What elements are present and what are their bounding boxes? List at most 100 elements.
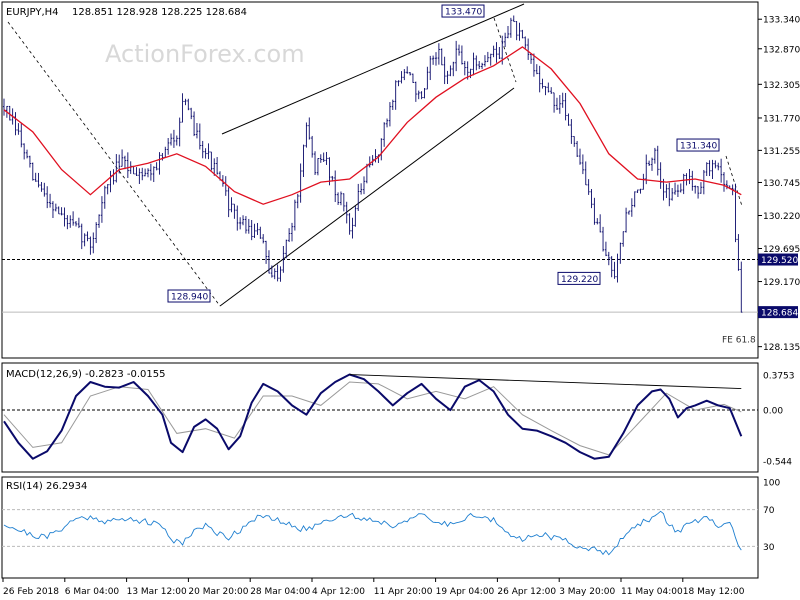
price-bar xyxy=(509,17,512,38)
price-bar xyxy=(423,88,426,99)
price-bar xyxy=(650,157,654,171)
price-bar xyxy=(414,81,417,102)
rsi-title: RSI(14) 26.2934 xyxy=(6,481,87,492)
price-bar xyxy=(619,242,622,264)
price-bar xyxy=(561,92,564,108)
price-bar xyxy=(570,119,573,144)
price-bar xyxy=(498,46,501,59)
price-bar xyxy=(616,253,619,283)
price-panel xyxy=(1,1,759,359)
price-bar xyxy=(282,245,285,273)
price-bar xyxy=(705,162,708,177)
price-bar xyxy=(394,80,397,110)
price-bar xyxy=(544,86,547,96)
candles xyxy=(2,15,743,313)
chart-title: EURJPY,H4 xyxy=(6,7,59,18)
level-annotation-box xyxy=(167,289,211,303)
price-bar xyxy=(97,214,101,228)
price-bar xyxy=(593,197,596,225)
time-tick-label: 18 May 12:00 xyxy=(683,587,745,597)
level-annotation-label: 131.340 xyxy=(680,142,717,152)
price-bar xyxy=(236,205,239,231)
price-bar xyxy=(489,53,492,66)
price-bar xyxy=(115,154,118,183)
price-bar xyxy=(169,133,173,146)
price-bar xyxy=(262,234,265,244)
price-bar xyxy=(699,182,703,194)
price-bar xyxy=(702,169,705,195)
price-bar xyxy=(46,186,49,209)
price-bar xyxy=(400,71,403,84)
price-bar xyxy=(604,241,608,257)
price-bar xyxy=(480,62,484,70)
panel-frames xyxy=(1,1,759,579)
price-bar xyxy=(123,155,127,170)
price-bar xyxy=(95,222,98,244)
price-bar xyxy=(348,213,351,235)
price-bar xyxy=(141,167,144,181)
time-tick-label: 13 Mar 12:00 xyxy=(127,587,187,597)
price-bar xyxy=(195,123,199,139)
price-bar xyxy=(653,147,656,164)
price-bar xyxy=(233,203,236,219)
price-bar xyxy=(636,189,639,193)
price-bar xyxy=(230,197,233,213)
price-bar xyxy=(648,160,651,166)
price-tick-label: 132.305 xyxy=(763,81,800,91)
price-bar xyxy=(51,201,55,218)
price-bar xyxy=(437,43,440,65)
level-annotation-label: 128.940 xyxy=(171,293,208,303)
price-bar xyxy=(311,135,314,158)
price-bar xyxy=(48,193,52,208)
price-bar xyxy=(213,158,216,176)
price-bar xyxy=(293,199,296,231)
price-bar xyxy=(241,215,245,226)
price-bar xyxy=(495,42,498,63)
price-bar xyxy=(172,129,176,148)
price-bar xyxy=(227,187,230,218)
price-bar xyxy=(198,123,201,150)
price-bar xyxy=(92,232,95,254)
price-bar xyxy=(610,256,613,278)
price-bar xyxy=(77,217,80,229)
price-bar xyxy=(492,45,495,58)
price-bar xyxy=(138,168,141,184)
price-badge xyxy=(758,306,798,319)
price-tick-label: 129.695 xyxy=(763,245,800,255)
price-bar xyxy=(204,148,207,159)
price-bar xyxy=(54,203,57,212)
price-bar xyxy=(607,251,610,266)
price-bar xyxy=(671,188,674,201)
price-bar xyxy=(587,179,590,195)
time-tick-label: 19 Apr 04:00 xyxy=(436,587,495,597)
rsi-tick-label: 30 xyxy=(763,543,775,553)
price-bar xyxy=(601,226,605,252)
price-bar xyxy=(642,173,645,190)
price-bar xyxy=(443,56,446,85)
price-bar xyxy=(31,162,34,181)
price-bar xyxy=(720,158,723,183)
price-badge xyxy=(758,253,798,266)
price-bar xyxy=(290,222,294,242)
price-bar xyxy=(322,152,325,162)
price-bar xyxy=(564,92,567,121)
price-bar xyxy=(276,264,279,282)
price-bar xyxy=(665,184,668,198)
rsi-tick-label: 100 xyxy=(763,479,780,489)
price-bar xyxy=(535,64,538,75)
price-bar xyxy=(161,152,164,161)
price-bar xyxy=(250,219,253,241)
price-bar xyxy=(541,78,544,89)
price-bar xyxy=(630,198,633,217)
price-bar xyxy=(406,66,409,74)
price-bar xyxy=(432,55,435,65)
price-bar xyxy=(391,99,394,111)
price-tick-label: 132.870 xyxy=(763,45,800,55)
price-bar xyxy=(576,140,579,157)
price-bar xyxy=(34,172,37,182)
price-bar xyxy=(57,206,60,215)
price-bar xyxy=(144,168,147,177)
price-bar xyxy=(216,157,219,175)
price-bar xyxy=(518,22,521,41)
